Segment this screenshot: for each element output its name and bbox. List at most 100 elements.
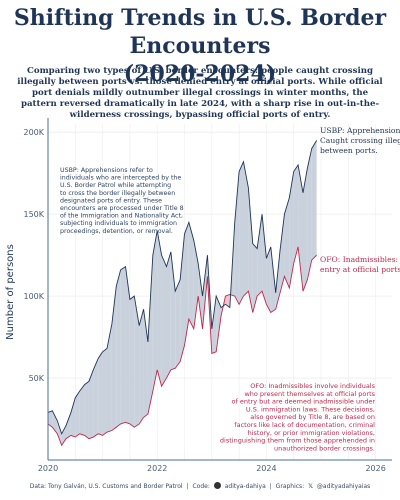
chart-area: 50K 100K 150K 200K 2020 2022 2024 2026 Number of… (5, 118, 400, 473)
ribbon-usbp-higher (70, 397, 76, 438)
annotation-line: OFO: Inadmissibles: Denied (320, 255, 400, 264)
ribbon-usbp-higher (57, 420, 62, 446)
y-axis-label: Number of persons (5, 244, 16, 340)
ribbon-usbp-higher (120, 266, 126, 424)
ribbon-ofo-higher (225, 294, 230, 308)
ribbon-usbp-higher (52, 410, 58, 434)
ribbon-usbp-higher (216, 296, 222, 352)
caption-code-handle: aditya-dahiya (224, 483, 266, 490)
ribbon-usbp-higher (98, 351, 103, 436)
ribbon-usbp-higher (198, 263, 203, 329)
annotation-line: USBP: Apprehensions refer to (60, 167, 153, 174)
annotation-line: individuals who are intercepted by the (60, 175, 181, 182)
ribbon-usbp-higher (175, 279, 181, 369)
annotation-line: OFO: Inadmissibles involve individuals (250, 382, 375, 390)
ribbon-usbp-higher (139, 309, 144, 424)
annotation-line: of the Immigration and Nationality Act, (60, 213, 183, 220)
ribbon-usbp-higher (66, 412, 71, 439)
annotation-ofo-note: OFO: Inadmissibles involve individuals wh… (220, 382, 376, 452)
ribbon-usbp-higher (129, 296, 135, 428)
annotation-line: entry at official ports. (320, 265, 400, 274)
ribbon-usbp-higher (307, 148, 312, 280)
annotation-line: proceedings, detention, or removal. (60, 228, 173, 235)
annotation-line: who present themselves at official ports (244, 390, 375, 398)
y-tick-label: 200K (23, 128, 44, 137)
ribbon-usbp-higher (102, 348, 107, 436)
ribbon-usbp-higher (79, 384, 85, 436)
series-line-ofo (47, 246, 317, 447)
ribbon-usbp-higher (234, 171, 240, 305)
annotation-line: distinguishing them from those apprehend… (220, 437, 375, 445)
annotation-line: between ports. (320, 146, 378, 155)
github-icon (213, 482, 221, 489)
annotation-line: U.S. Border Patrol while attempting (60, 182, 171, 189)
ribbon-usbp-higher (298, 164, 303, 292)
ribbon-usbp-higher (93, 358, 99, 438)
ribbon-usbp-higher (202, 255, 208, 329)
annotation-line: Caught crossing illegally (320, 136, 400, 145)
caption-data-source: Data: Tony Galván, U.S. Customs and Bord… (29, 483, 183, 490)
ribbon-usbp-higher (84, 381, 89, 439)
ribbon-usbp-higher (243, 161, 249, 297)
ribbon-usbp-higher (152, 230, 158, 392)
chart-title-line-1: Shifting Trends in U.S. Border Encounter… (13, 5, 387, 59)
ribbon-usbp-higher (239, 161, 244, 305)
ribbon-usbp-higher (184, 222, 189, 346)
caption-code-label: Code: (192, 483, 210, 490)
annotation-line: also governed by Title 8, are based on (250, 413, 375, 421)
y-tick-label: 100K (23, 292, 44, 301)
y-tick-label: 50K (29, 374, 45, 383)
ribbon-usbp-higher (188, 222, 194, 329)
ribbon-usbp-higher (289, 171, 294, 288)
ribbon-usbp-higher (284, 197, 290, 288)
ribbon-usbp-higher (280, 214, 285, 293)
annotation-ofo-label: OFO: Inadmissibles: Deniedentry at offic… (320, 255, 400, 274)
ribbon-usbp-higher (134, 296, 140, 428)
ribbon-usbp-higher (106, 323, 112, 433)
annotation-line: factors like lack of documentation, crim… (234, 421, 375, 429)
x-twitter-icon: 𝕏 (308, 483, 313, 490)
ribbon-usbp-higher (88, 369, 94, 439)
ribbon-usbp-higher (266, 246, 271, 313)
ribbon-usbp-higher (125, 266, 130, 424)
chart-title: Shifting Trends in U.S. Border Encounter… (0, 4, 400, 88)
ribbon-usbp-higher (193, 240, 199, 329)
annotation-usbp-note: USBP: Apprehensions refer to individuals … (60, 167, 184, 235)
ribbon-usbp-higher (257, 214, 263, 297)
annotation-usbp-label: USBP: Apprehensions: Caught crossing ille… (320, 126, 400, 155)
annotation-line: designated ports of entry. These (60, 197, 162, 204)
chart-subtitle: Comparing two types of U.S. border encou… (17, 66, 383, 120)
series-line-usbp (47, 140, 318, 435)
caption-separator: | (269, 483, 272, 490)
annotation-line: history, or prior immigration violations… (248, 429, 375, 437)
ribbon-usbp-higher (270, 246, 276, 313)
ribbon-usbp-higher (302, 168, 308, 292)
ribbon-usbp-higher (48, 410, 53, 428)
ribbon-usbp-higher (75, 391, 80, 438)
ribbon-usbp-higher (311, 140, 317, 261)
y-tick-label: 150K (23, 210, 44, 219)
ribbon-usbp-higher (293, 164, 299, 264)
ribbon-usbp-higher (248, 187, 253, 313)
ribbon-usbp-higher (161, 255, 167, 387)
ribbon-usbp-higher (157, 230, 162, 387)
caption-separator: | (186, 483, 189, 490)
ribbon-usbp-higher (111, 286, 117, 431)
ribbon-usbp-higher (180, 233, 185, 362)
ribbon-usbp-higher (166, 251, 171, 379)
annotation-line: U.S. immigration laws. These decisions, (246, 405, 375, 413)
annotation-line: unauthorized border crossings. (274, 444, 375, 452)
annotation-line: of entry but are deemed inadmissible und… (232, 398, 376, 406)
ribbon-usbp-higher (252, 243, 258, 313)
ribbon-usbp-higher (211, 296, 217, 354)
caption: Data: Tony Galván, U.S. Customs and Bord… (0, 482, 400, 490)
x-tick-label: 2020 (38, 464, 58, 473)
caption-graphics-handle: @adityadahiyaias (316, 483, 371, 490)
caption-graphics-label: Graphics: (275, 483, 305, 490)
annotation-line: subjecting individuals to immigration (60, 220, 177, 227)
annotation-line: encounters are processed under Title 8 (60, 205, 184, 212)
difference-ribbons (48, 140, 317, 446)
x-tick-label: 2022 (147, 464, 167, 473)
x-tick-label: 2026 (365, 464, 385, 473)
annotation-line: USBP: Apprehensions: (320, 126, 400, 135)
